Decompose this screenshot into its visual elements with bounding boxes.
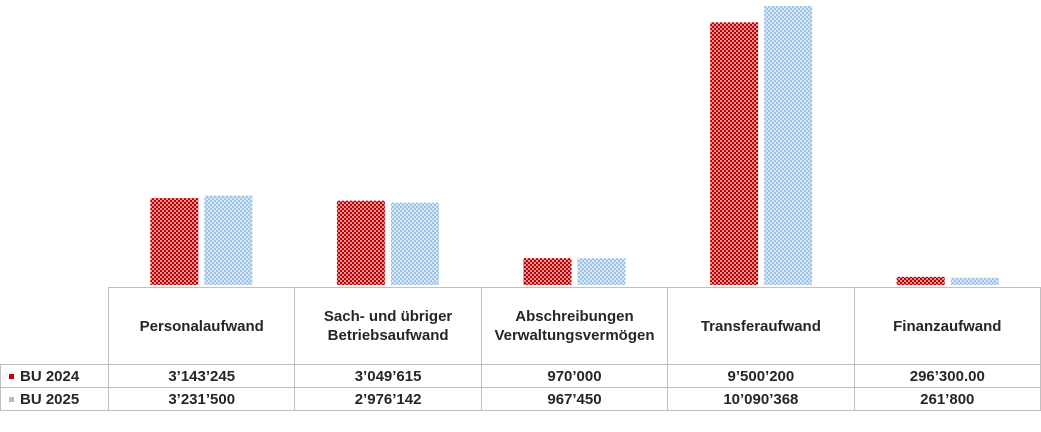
cell-text: 970’000	[547, 367, 602, 385]
bar	[950, 277, 999, 285]
bar	[577, 258, 626, 285]
cell-text: 10’090’368	[723, 390, 799, 408]
cell-text: 3’231’500	[168, 390, 236, 408]
cell-text: Personalaufwand	[139, 317, 264, 335]
cell-text: 3’049’615	[354, 367, 422, 385]
category-label: Abschreibungen Verwaltungsvermögen	[480, 287, 669, 365]
cell-text: 296’300.00	[909, 367, 985, 385]
value-cell: 3’143’245	[107, 364, 296, 388]
value-cell: 970’000	[480, 364, 669, 388]
series-row: BU 2024 3’143’245 3’049’615 970’000 9’500’20…	[0, 364, 1041, 388]
legend-key	[9, 397, 14, 403]
legend-entry: BU 2024	[0, 364, 109, 388]
bar	[336, 200, 385, 285]
bar	[764, 6, 813, 285]
legend-entry: BU 2025	[0, 387, 109, 411]
data-table: Personalaufwand Sach- und übriger Betrieb…	[0, 287, 1041, 411]
cell-text: Abschreibungen Verwaltungsvermögen	[494, 308, 655, 344]
cell-text: 9’500’200	[727, 367, 795, 385]
value-cell: 3’231’500	[107, 387, 296, 411]
category-label: Sach- und übriger Betriebsaufwand	[294, 287, 482, 365]
cell-text: 967’450	[547, 390, 602, 408]
chart	[150, 6, 999, 285]
category-label: Finanzaufwand	[853, 287, 1041, 365]
value-cell: 2’976’142	[294, 387, 482, 411]
bar	[710, 22, 759, 285]
bar	[896, 276, 945, 285]
cell-text: 2’976’142	[354, 390, 422, 408]
cell-text: Finanzaufwand	[893, 317, 1002, 335]
cell-text: 3’143’245	[168, 367, 236, 385]
value-cell: 296’300.00	[853, 364, 1041, 388]
cell-text: Transferaufwand	[700, 317, 821, 335]
bar	[204, 195, 253, 285]
bar	[150, 198, 199, 285]
bar	[390, 202, 439, 285]
category-label: Transferaufwand	[667, 287, 855, 365]
value-cell: 261’800	[853, 387, 1041, 411]
series-row: BU 2025 3’231’500 2’976’142 967’450 10’090’3…	[0, 387, 1041, 411]
cell-text: Sach- und übriger Betriebsaufwand	[323, 308, 453, 344]
value-cell: 10’090’368	[667, 387, 855, 411]
bar	[523, 258, 572, 285]
category-label: Personalaufwand	[107, 287, 296, 365]
series-name: BU 2024	[20, 367, 80, 385]
value-cell: 967’450	[480, 387, 669, 411]
series-name: BU 2025	[20, 390, 80, 408]
legend-key	[9, 374, 14, 380]
value-cell: 9’500’200	[667, 364, 855, 388]
header-row: Personalaufwand Sach- und übriger Betrieb…	[0, 287, 1041, 365]
cell-text: 261’800	[920, 390, 975, 408]
corner-cell	[0, 287, 109, 365]
value-cell: 3’049’615	[294, 364, 482, 388]
